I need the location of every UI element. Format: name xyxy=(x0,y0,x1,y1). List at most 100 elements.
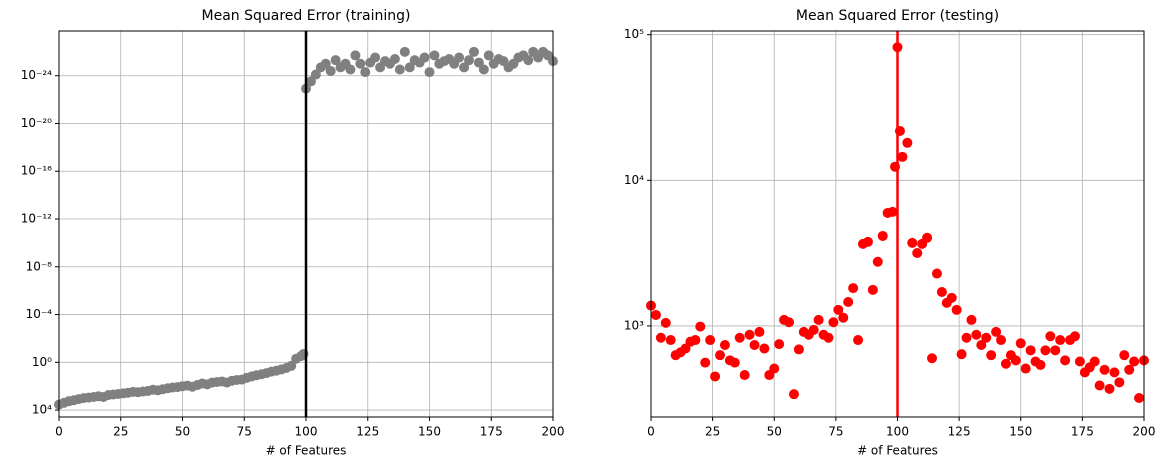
point xyxy=(907,237,918,248)
point xyxy=(981,332,992,343)
point xyxy=(1094,380,1105,391)
x-tick-label: 25 xyxy=(705,425,720,439)
x-tick-label: 150 xyxy=(1009,425,1032,439)
y-tick-label: 10⁻¹² xyxy=(21,212,52,226)
point xyxy=(922,232,933,243)
point xyxy=(976,339,987,350)
point xyxy=(429,50,440,61)
y-tick-label: 10⁰ xyxy=(32,355,52,369)
x-tick-label: 175 xyxy=(480,425,503,439)
point xyxy=(650,309,661,320)
point xyxy=(1074,356,1085,367)
point xyxy=(927,353,938,364)
point xyxy=(454,52,465,63)
x-tick-label: 100 xyxy=(886,425,909,439)
point xyxy=(655,332,666,343)
y-tick-label: 10⁵ xyxy=(624,27,644,41)
point xyxy=(902,137,913,148)
x-tick-label: 50 xyxy=(175,425,190,439)
point xyxy=(399,46,410,57)
chart-title: Mean Squared Error (testing) xyxy=(796,8,999,24)
point xyxy=(715,350,726,361)
point xyxy=(749,339,760,350)
point xyxy=(936,287,947,298)
point xyxy=(705,335,716,346)
point xyxy=(1040,345,1051,356)
point xyxy=(867,284,878,295)
x-tick-label: 175 xyxy=(1071,425,1094,439)
y-tick-label: 10⁻⁸ xyxy=(26,259,53,273)
point xyxy=(1124,364,1135,375)
point xyxy=(286,360,297,371)
point xyxy=(966,314,977,325)
point xyxy=(1099,364,1110,375)
point xyxy=(710,371,721,382)
point xyxy=(986,350,997,361)
x-tick-label: 200 xyxy=(1133,425,1156,439)
point xyxy=(872,256,883,267)
point xyxy=(961,332,972,343)
point xyxy=(1050,345,1061,356)
point xyxy=(1010,355,1021,366)
point xyxy=(523,55,534,66)
y-tick-label: 10⁻¹⁶ xyxy=(21,164,52,178)
point xyxy=(808,324,819,335)
point xyxy=(843,297,854,308)
x-axis-label: # of Features xyxy=(857,444,938,458)
point xyxy=(370,52,381,63)
x-tick-label: 100 xyxy=(295,425,318,439)
point xyxy=(350,50,361,61)
point xyxy=(813,314,824,325)
y-tick-label: 10⁴ xyxy=(624,173,644,187)
point xyxy=(1069,331,1080,342)
point xyxy=(700,357,711,368)
point xyxy=(690,335,701,346)
point xyxy=(345,64,356,75)
point xyxy=(310,69,321,80)
point xyxy=(793,344,804,355)
point xyxy=(784,317,795,328)
point xyxy=(459,62,470,73)
x-tick-label: 25 xyxy=(113,425,128,439)
chart-title: Mean Squared Error (training) xyxy=(202,8,411,24)
x-tick-label: 75 xyxy=(828,425,843,439)
point xyxy=(1035,359,1046,370)
point xyxy=(1015,338,1026,349)
point xyxy=(1020,363,1031,374)
x-tick-label: 75 xyxy=(237,425,252,439)
point xyxy=(719,339,730,350)
x-tick-label: 125 xyxy=(356,425,379,439)
point xyxy=(788,389,799,400)
point xyxy=(828,317,839,328)
point xyxy=(464,55,475,66)
point xyxy=(424,67,435,78)
point xyxy=(848,283,859,294)
point xyxy=(956,349,967,360)
point xyxy=(759,343,770,354)
point xyxy=(394,64,405,75)
point xyxy=(734,332,745,343)
point xyxy=(1104,383,1115,394)
point xyxy=(877,230,888,241)
point xyxy=(419,52,430,63)
point xyxy=(823,332,834,343)
point xyxy=(325,65,336,76)
point xyxy=(360,67,371,78)
y-tick-label: 10⁴ xyxy=(32,403,52,417)
point xyxy=(665,335,676,346)
point xyxy=(971,329,982,340)
point xyxy=(833,304,844,315)
point xyxy=(478,64,489,75)
y-tick-label: 10⁻²⁰ xyxy=(21,116,52,130)
point xyxy=(729,357,740,368)
point xyxy=(1129,356,1140,367)
point xyxy=(1025,345,1036,356)
point xyxy=(1119,350,1130,361)
x-tick-label: 0 xyxy=(647,425,655,439)
point xyxy=(853,335,864,346)
point xyxy=(1000,358,1011,369)
x-tick-label: 200 xyxy=(542,425,565,439)
point xyxy=(1045,331,1056,342)
point xyxy=(695,321,706,332)
